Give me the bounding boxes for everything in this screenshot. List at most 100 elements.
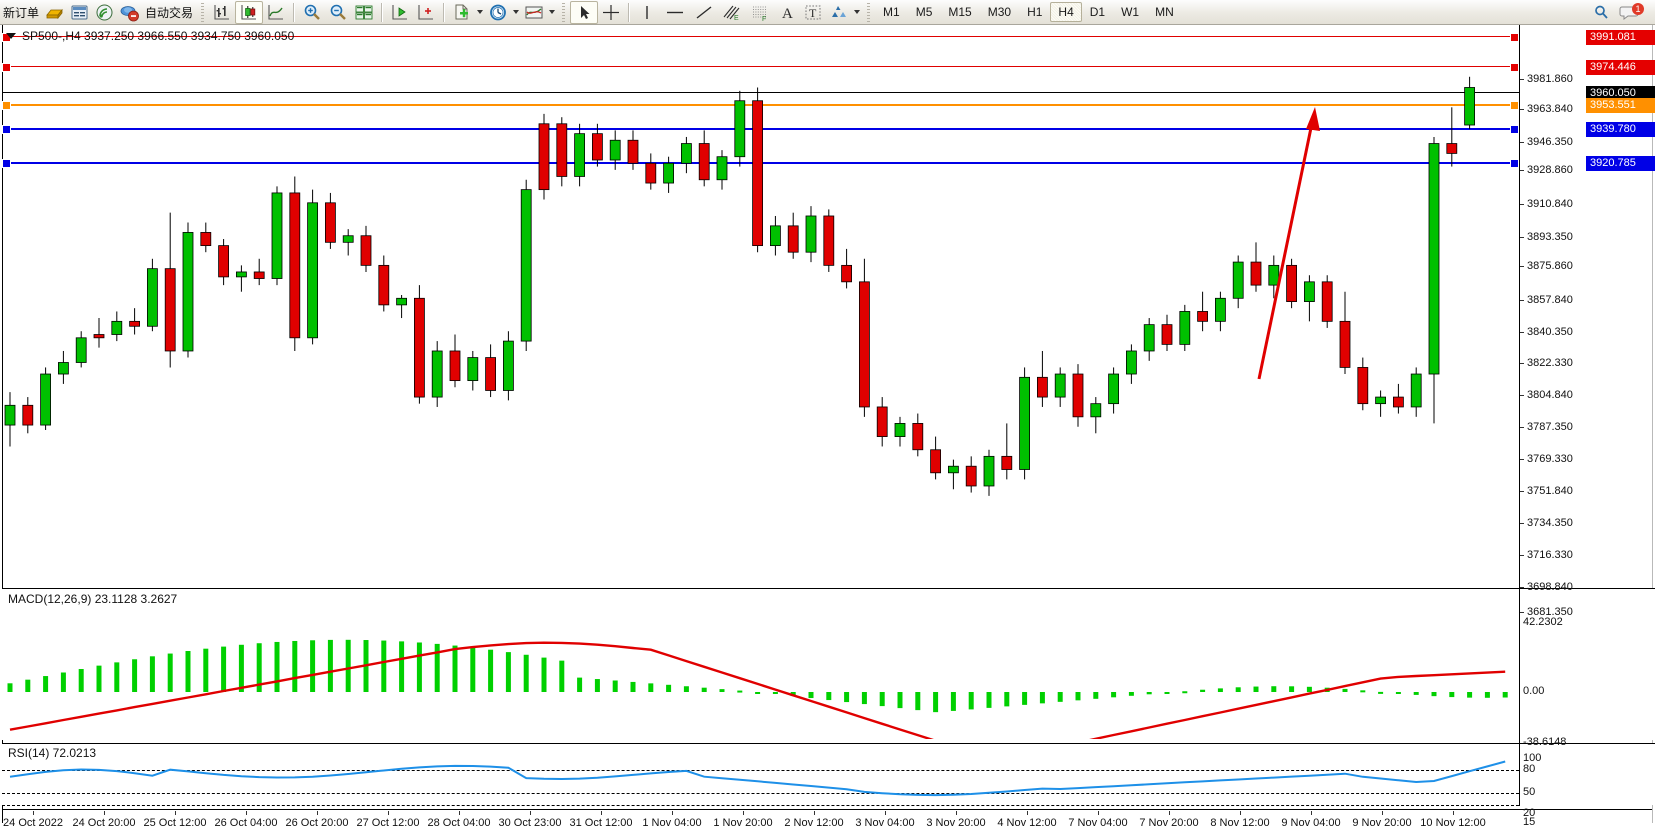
timeframe-w1[interactable]: W1 bbox=[1121, 5, 1140, 19]
chart-menu-arrow-icon[interactable] bbox=[6, 33, 16, 39]
time-tick-label: 2 Nov 12:00 bbox=[784, 817, 844, 829]
macd-pane[interactable]: MACD(12,26,9) 23.1128 3.2627 bbox=[2, 588, 1655, 741]
signal-icon[interactable] bbox=[92, 1, 117, 24]
price-tag-support-2[interactable]: 3920.785 bbox=[1586, 156, 1655, 171]
macd-histogram-bar bbox=[950, 692, 956, 711]
zoom-in-icon[interactable] bbox=[299, 1, 325, 24]
bar-chart-icon[interactable] bbox=[209, 1, 235, 24]
chart-shift-icon[interactable] bbox=[387, 1, 413, 24]
chart-area[interactable]: SP500-,H4 3937.250 3966.550 3934.750 396… bbox=[0, 25, 1655, 829]
macd-histogram-bar bbox=[1289, 686, 1295, 692]
price-tick-label: 3946.350 bbox=[1527, 136, 1573, 148]
candle-body bbox=[1215, 297, 1226, 322]
resistance-line-2[interactable] bbox=[2, 36, 1519, 37]
candle-body bbox=[111, 320, 123, 335]
rsi-tick-label: 50 bbox=[1523, 786, 1536, 798]
indicators-icon[interactable] bbox=[521, 1, 547, 24]
new-order-button[interactable]: 新订单 bbox=[0, 1, 42, 24]
macd-histogram-bar bbox=[1164, 692, 1170, 694]
period-dropdown-icon[interactable] bbox=[513, 10, 520, 14]
timeframe-m5[interactable]: M5 bbox=[915, 5, 933, 19]
equidistant-channel-icon[interactable]: E bbox=[718, 1, 746, 24]
macd-histogram-bar bbox=[879, 692, 885, 707]
candle-body bbox=[378, 264, 390, 306]
objects-dropdown-icon[interactable] bbox=[854, 10, 861, 14]
candle-body bbox=[592, 133, 603, 161]
gold-bar-icon[interactable] bbox=[42, 1, 67, 24]
support-1-handle-left[interactable] bbox=[2, 125, 11, 134]
auto-scroll-icon[interactable] bbox=[413, 1, 439, 24]
line-chart-icon[interactable] bbox=[263, 1, 289, 24]
zoom-out-icon[interactable] bbox=[325, 1, 351, 24]
cursor-icon[interactable] bbox=[570, 0, 599, 24]
timeframe-m1[interactable]: M1 bbox=[883, 5, 900, 19]
fibonacci-icon[interactable]: F bbox=[746, 1, 774, 24]
timeframe-mn[interactable]: MN bbox=[1155, 5, 1174, 19]
search-icon[interactable] bbox=[1588, 1, 1616, 24]
timeframe-h1[interactable]: H1 bbox=[1027, 5, 1043, 19]
candle-body bbox=[182, 232, 194, 352]
tile-windows-icon[interactable] bbox=[351, 1, 377, 24]
macd-histogram-bar bbox=[808, 692, 814, 699]
candle-body bbox=[75, 337, 87, 363]
resistance-1-handle-right[interactable] bbox=[1510, 63, 1519, 72]
objects-icon[interactable] bbox=[826, 1, 852, 24]
svg-text:F: F bbox=[762, 16, 766, 22]
candle-body bbox=[538, 123, 550, 191]
entry-handle-right[interactable] bbox=[1510, 101, 1519, 110]
trendline-icon[interactable] bbox=[690, 1, 718, 24]
data-window-icon[interactable] bbox=[67, 1, 92, 24]
text-box-icon[interactable]: T bbox=[800, 1, 826, 24]
crosshair-icon[interactable] bbox=[598, 1, 624, 24]
macd-histogram-bar bbox=[488, 649, 494, 692]
resistance-line-1[interactable] bbox=[2, 66, 1519, 67]
macd-histogram-bar bbox=[60, 672, 66, 692]
candlestick-icon[interactable] bbox=[235, 0, 264, 24]
timeframe-m15[interactable]: M15 bbox=[948, 5, 972, 19]
timeframe-m30[interactable]: M30 bbox=[987, 5, 1012, 19]
macd-histogram-bar bbox=[203, 648, 209, 692]
toolbar-grip-1[interactable] bbox=[199, 2, 207, 22]
resistance-2-handle-right[interactable] bbox=[1510, 33, 1519, 42]
support-2-handle-left[interactable] bbox=[2, 159, 11, 168]
resistance-1-handle-left[interactable] bbox=[2, 63, 11, 72]
vertical-line-icon[interactable] bbox=[634, 1, 660, 24]
macd-histogram-bar bbox=[1502, 692, 1508, 698]
time-axis-separator bbox=[2, 809, 1652, 810]
toolbar-grip-3[interactable] bbox=[865, 2, 873, 22]
autotrading-button[interactable]: 自动交易 bbox=[142, 1, 196, 24]
indicators-dropdown-icon[interactable] bbox=[549, 10, 556, 14]
price-tag-resistance-2[interactable]: 3991.081 bbox=[1586, 30, 1655, 45]
candle-body bbox=[396, 297, 408, 306]
horizontal-line-icon[interactable] bbox=[660, 1, 690, 24]
macd-histogram-bar bbox=[1039, 692, 1045, 704]
entry-handle-left[interactable] bbox=[2, 101, 11, 110]
candle-body bbox=[823, 215, 835, 266]
period-icon[interactable] bbox=[485, 1, 511, 24]
timeframe-d1[interactable]: D1 bbox=[1089, 5, 1106, 19]
last-price-line bbox=[2, 92, 1519, 93]
text-label-icon[interactable]: A bbox=[774, 1, 800, 24]
price-tag-resistance-1[interactable]: 3974.446 bbox=[1586, 60, 1655, 75]
macd-histogram-bar bbox=[505, 652, 511, 692]
new-chart-icon[interactable] bbox=[449, 1, 475, 24]
macd-histogram-bar bbox=[1431, 692, 1437, 697]
macd-histogram-bar bbox=[701, 687, 707, 692]
macd-histogram-bar bbox=[96, 665, 102, 692]
toolbar-grip-2[interactable] bbox=[560, 2, 568, 22]
price-tag-entry-level[interactable]: 3953.551 bbox=[1586, 98, 1655, 113]
macd-histogram-bar bbox=[630, 681, 636, 692]
candle-body bbox=[1019, 376, 1030, 470]
messages-icon[interactable]: 1 bbox=[1616, 1, 1655, 24]
new-chart-dropdown-icon[interactable] bbox=[477, 10, 484, 14]
autotrading-icon[interactable] bbox=[117, 1, 142, 24]
support-1-handle-right[interactable] bbox=[1510, 125, 1519, 134]
rsi-level-80 bbox=[2, 770, 1519, 771]
macd-histogram-bar bbox=[1111, 692, 1117, 698]
rsi-pane[interactable]: RSI(14) 72.0213 bbox=[2, 743, 1655, 806]
timeframe-h4[interactable]: H4 bbox=[1050, 2, 1082, 22]
candle-body bbox=[1286, 264, 1297, 302]
price-tag-support-1[interactable]: 3939.780 bbox=[1586, 122, 1655, 137]
macd-histogram-bar bbox=[1022, 692, 1028, 705]
support-2-handle-right[interactable] bbox=[1510, 159, 1519, 168]
